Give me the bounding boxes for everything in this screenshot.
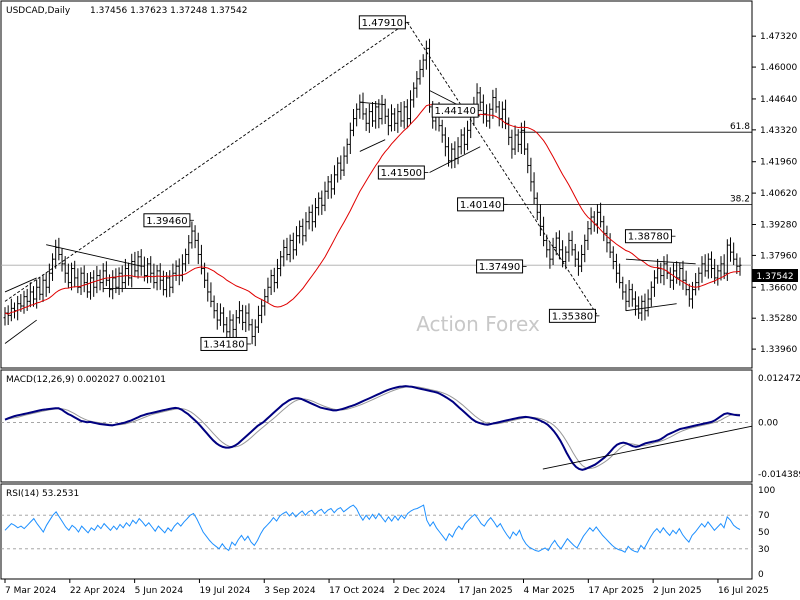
date-tick-label: 2 Dec 2024 [394,586,446,596]
date-tick-label: 7 Mar 2024 [5,586,57,596]
axis-layer: 1.47320 1.46000 1.44640 1.43320 1.41960 1.406… [4,32,800,596]
date-tick-label: 16 Jul 2025 [718,586,769,596]
triangle-line [625,258,696,265]
price-tick-label: 1.41960 [760,158,797,168]
level-label-box [476,259,524,274]
symbol-label: USDCAD,Daily [6,6,71,16]
macd-signal-line [4,385,741,470]
long-dotted-trendline [4,21,408,302]
macd-layer [1,385,753,471]
level-label-box [624,229,672,244]
level-label: 1.40140 [460,200,501,211]
decline-dotted-trendline [406,22,598,316]
level-label-box [431,103,479,118]
watermark: Action Forex [416,312,540,336]
level-label: 1.34180 [203,339,244,350]
level-label-box [548,308,596,323]
triangle-line [625,303,677,312]
price-tick-label: 1.44640 [760,95,797,105]
level-label: 1.35380 [552,311,593,322]
price-tick-label: 1.37960 [760,251,797,261]
ohlc-readout: 1.37456 1.37623 1.37248 1.37542 [90,6,247,16]
macd-line [4,385,741,471]
date-tick-label: 2 Jun 2025 [653,586,701,596]
level-label: 1.41500 [381,168,422,179]
level-label-box [457,197,505,212]
macd-tick-label: 0.00 [758,419,778,429]
triangle-line [46,244,142,267]
price-tick-label: 1.39280 [760,220,797,230]
triangle-line [359,139,386,152]
rsi-title: RSI(14) 53.2531 [6,489,79,499]
last-price-tag-bg [752,269,798,282]
price-tick-label: 1.46000 [760,63,797,73]
macd-trendline [542,425,753,470]
level-label: 1.39460 [146,216,187,227]
date-tick-label: 4 Mar 2025 [524,586,575,596]
level-label: 1.37490 [479,262,520,273]
price-tick-label: 1.43320 [760,126,797,136]
triangle-line [4,319,37,344]
level-label: 1.38780 [628,232,669,243]
rsi-tick-label: 70 [758,511,770,521]
price-tick-label: 1.36600 [760,283,797,293]
macd-tick-label: 0.012472 [758,374,800,384]
date-tick-label: 5 Jun 2024 [135,586,184,596]
moving-average-line [4,104,741,315]
level-label: 1.47910 [362,18,403,29]
macd-title: MACD(12,26,9) 0.002027 0.002101 [6,375,166,385]
rsi-layer [1,504,752,553]
macd-pane [0,369,753,483]
level-label: 1.44140 [435,106,476,117]
date-tick-label: 17 Jan 2025 [459,586,513,596]
price-tick-label: 1.47320 [760,32,797,42]
date-tick-label: 17 Oct 2024 [329,586,385,596]
triangle-line [359,101,386,106]
date-tick-label: 22 Apr 2024 [70,586,126,596]
rsi-pane [0,483,753,580]
price-pane [0,0,753,369]
rsi-tick-label: 30 [758,545,770,555]
price-tick-label: 1.40620 [760,189,797,199]
price-tick-label: 1.35280 [760,314,797,324]
rsi-line [4,504,741,553]
macd-tick-label: -0.014389 [758,470,800,480]
price-layer: 61.8 38.2 1.47910 1.39460 1.34180 1.41500 1.44… [1,15,752,351]
level-label-box [377,165,425,180]
rsi-tick-label: 50 [758,528,770,538]
date-tick-label: 17 Apr 2025 [588,586,644,596]
triangle-line [429,146,481,173]
rsi-tick-label: 100 [758,486,775,496]
triangle-line [4,277,37,293]
date-tick-label: 19 Jul 2024 [199,586,250,596]
fib-label: 38.2 [730,194,750,204]
price-tick-label: 1.33960 [760,345,797,355]
rsi-tick-label: 0 [758,570,764,580]
date-tick-label: 3 Sep 2024 [264,586,316,596]
level-label-box [358,15,406,30]
last-price-tag: 1.37542 [756,272,793,282]
level-label-box [143,213,191,228]
fib-label: 61.8 [730,122,750,132]
level-label-box [200,336,248,351]
